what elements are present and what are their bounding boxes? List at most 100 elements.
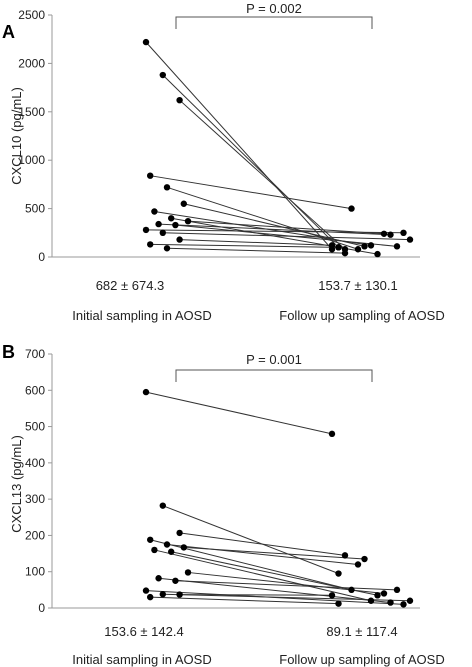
stat-followup: 153.7 ± 130.1	[318, 278, 397, 293]
point-followup	[393, 243, 401, 250]
point-initial	[163, 541, 171, 548]
point-initial	[159, 591, 166, 598]
pair-connector	[179, 594, 333, 596]
point-followup	[387, 231, 394, 238]
point-initial	[176, 96, 183, 104]
y-ticks: 0 500 1000 1500 2000 2500	[18, 8, 52, 264]
point-followup	[354, 246, 362, 253]
pair-connector	[150, 539, 352, 591]
point-initial	[147, 536, 154, 543]
point-initial	[176, 529, 183, 537]
point-initial	[151, 208, 158, 215]
pair-connector	[150, 243, 339, 248]
point-followup	[374, 592, 381, 599]
point-initial	[155, 220, 162, 228]
y-axis-label: CXCL10 (pg/mL)	[9, 87, 24, 185]
point-followup	[406, 597, 414, 604]
paired-data	[142, 38, 414, 258]
point-initial	[142, 38, 150, 46]
point-followup	[406, 236, 414, 243]
category-initial: Initial sampling in AOSD	[72, 308, 211, 323]
point-initial	[142, 587, 150, 594]
point-initial	[163, 245, 171, 252]
pair-connector	[166, 247, 346, 254]
y-axis-label: CXCL13 (pg/mL)	[9, 435, 24, 533]
category-initial: Initial sampling in AOSD	[72, 652, 211, 667]
panel-a: A CXCL10 (pg/mL) 0 500 1000 1500 2000 2500 P …	[2, 1, 445, 323]
significance-bracket	[175, 369, 373, 382]
point-initial	[147, 172, 154, 179]
point-initial	[142, 226, 150, 234]
point-initial	[159, 71, 166, 79]
y-tick-label: 1500	[18, 105, 45, 119]
point-followup	[328, 242, 336, 249]
point-initial	[176, 591, 183, 598]
point-initial	[184, 569, 192, 576]
category-followup: Follow up sampling of AOSD	[279, 652, 444, 667]
point-followup	[374, 250, 381, 258]
pair-connector	[162, 505, 339, 574]
pair-connector	[150, 596, 339, 605]
pair-connector	[166, 186, 359, 250]
p-value: P = 0.001	[246, 352, 302, 367]
point-initial	[172, 221, 179, 229]
y-ticks: 0 100 200 300 400 500 600 700	[25, 347, 52, 615]
point-initial	[147, 593, 154, 601]
point-initial	[180, 200, 187, 207]
y-tick-label: 2000	[18, 56, 45, 70]
pair-connector	[179, 532, 346, 556]
y-tick-label: 500	[25, 420, 45, 434]
pair-connector	[158, 577, 391, 604]
point-followup	[380, 230, 388, 237]
point-initial	[184, 217, 192, 225]
y-tick-label: 100	[25, 565, 45, 579]
y-tick-label: 300	[25, 492, 45, 506]
point-followup	[328, 592, 336, 599]
pair-connector	[162, 74, 339, 248]
pair-connector	[187, 220, 385, 235]
point-initial	[180, 544, 187, 551]
point-followup	[348, 586, 355, 594]
point-followup	[335, 600, 342, 607]
y-tick-label: 1000	[18, 153, 45, 167]
point-followup	[354, 561, 362, 568]
pair-connector	[158, 223, 391, 236]
pair-connector	[145, 391, 333, 435]
point-followup	[367, 242, 375, 249]
point-followup	[348, 205, 355, 212]
point-followup	[335, 244, 342, 251]
point-initial	[155, 575, 162, 582]
pair-connector	[145, 41, 333, 250]
point-followup	[387, 599, 394, 606]
point-initial	[159, 229, 166, 236]
point-initial	[168, 548, 175, 555]
point-initial	[163, 184, 171, 191]
y-tick-label: 0	[38, 601, 45, 615]
y-tick-label: 700	[25, 347, 45, 361]
y-tick-label: 2500	[18, 8, 45, 22]
point-initial	[172, 577, 179, 584]
point-followup	[400, 229, 407, 236]
point-followup	[400, 601, 407, 608]
point-followup	[367, 597, 375, 604]
p-value: P = 0.002	[246, 1, 302, 16]
panel-b: B CXCL13 (pg/mL) 0100200300400500600700 …	[2, 342, 445, 667]
point-followup	[341, 552, 349, 559]
point-initial	[151, 546, 158, 554]
point-followup	[361, 555, 368, 563]
pair-connector	[150, 175, 352, 210]
stat-followup: 89.1 ± 117.4	[326, 624, 397, 639]
pair-connector	[154, 549, 372, 602]
point-followup	[380, 590, 388, 597]
point-followup	[341, 249, 349, 257]
panel-label: B	[2, 342, 15, 362]
y-tick-label: 600	[25, 383, 45, 397]
point-followup	[393, 586, 401, 594]
stat-initial: 682 ± 674.3	[96, 278, 165, 293]
point-followup	[335, 570, 342, 577]
point-initial	[159, 502, 166, 509]
y-tick-label: 0	[38, 250, 45, 264]
y-tick-label: 500	[25, 202, 45, 216]
y-tick-label: 400	[25, 456, 45, 470]
